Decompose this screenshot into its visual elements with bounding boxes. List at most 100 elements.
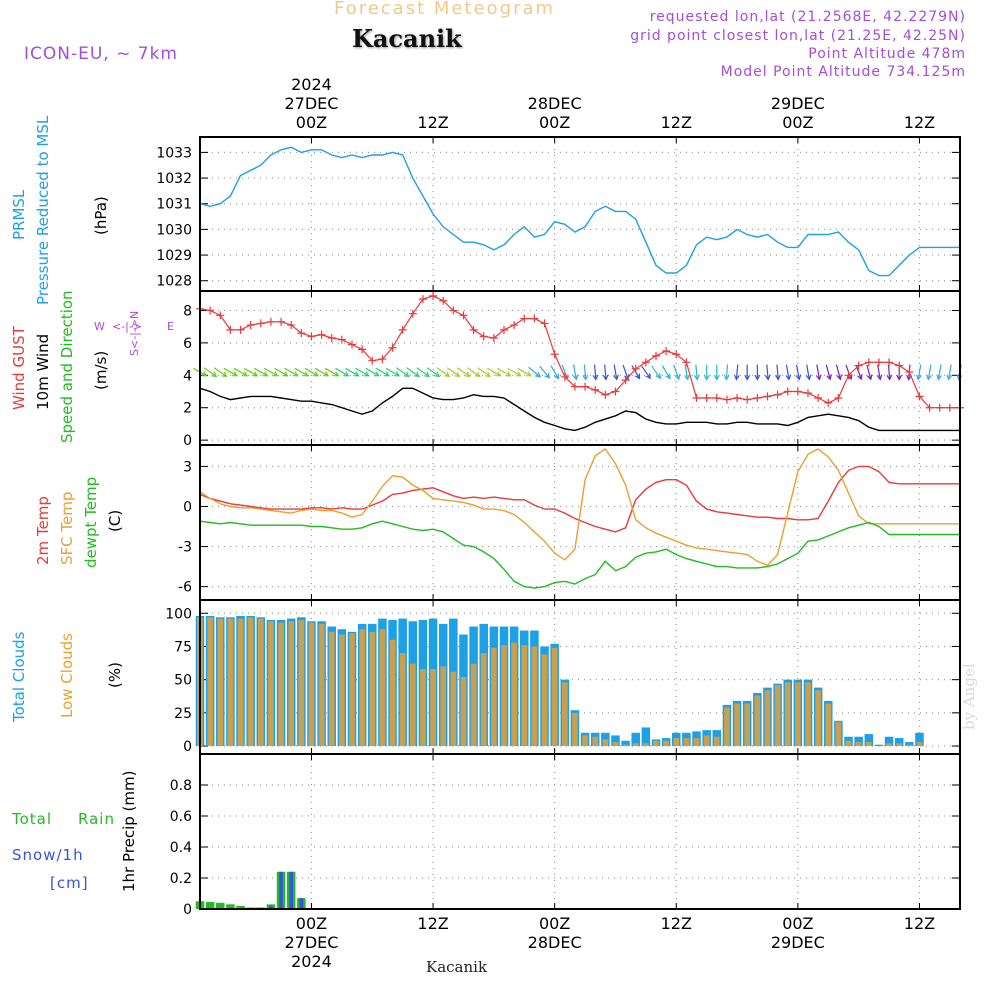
gust-marker xyxy=(824,398,833,407)
gust-marker xyxy=(611,387,620,396)
low-cloud-bar xyxy=(217,618,224,747)
wind-arrow-head xyxy=(684,374,690,381)
total-cloud-bar xyxy=(631,732,640,747)
wind-arrow-head xyxy=(363,371,370,377)
low-cloud-bar xyxy=(602,739,609,747)
gust-marker xyxy=(743,395,752,404)
low-cloud-bar xyxy=(430,669,436,747)
wind-arrow xyxy=(795,364,800,380)
gust-marker xyxy=(591,385,600,394)
gust-marker xyxy=(753,393,762,402)
gust-marker xyxy=(500,325,508,334)
wind-arrow-head xyxy=(655,373,662,380)
wind-arrow-head xyxy=(754,374,761,381)
low-cloud-bar xyxy=(247,617,254,747)
wind-arrow-head xyxy=(592,374,599,381)
low-cloud-bar xyxy=(764,690,771,747)
gust-marker xyxy=(783,387,792,396)
wind-arrow-head xyxy=(252,371,259,377)
wind-arrow-head xyxy=(242,371,249,377)
wind-arrow xyxy=(314,367,329,377)
wind-arrow-head xyxy=(282,371,289,377)
precip-total-bar xyxy=(226,904,235,909)
gust-marker xyxy=(905,368,914,377)
low-cloud-bar xyxy=(409,663,416,747)
point-altitude: Point Altitude 478m xyxy=(808,46,966,62)
precip-total-bar xyxy=(205,902,215,909)
gust-marker xyxy=(398,325,407,334)
wind-arrow xyxy=(243,367,258,377)
grid-point-coords: grid point closest lon,lat (21.25E, 42.2… xyxy=(630,28,966,44)
gust-marker xyxy=(429,291,438,300)
low-cloud-bar xyxy=(470,663,477,747)
total-cloud-bar xyxy=(854,736,863,747)
low-cloud-bar xyxy=(592,736,599,747)
wind-arrow-head xyxy=(211,371,218,378)
footer-location: Kacanik xyxy=(426,958,488,976)
gust-marker xyxy=(885,358,894,367)
chart-title: Forecast Meteogram xyxy=(334,0,556,19)
wind-arrow xyxy=(766,364,769,380)
gust-marker xyxy=(297,329,306,338)
gust-marker xyxy=(834,393,843,402)
low-cloud-bar xyxy=(886,743,892,747)
wind-arrow xyxy=(335,367,349,377)
gust-marker xyxy=(449,306,458,315)
time-tick-label: 29DEC xyxy=(770,933,825,952)
wind-arrow-head xyxy=(733,374,740,381)
panel-frame xyxy=(199,290,961,446)
low-cloud-bar xyxy=(288,621,295,747)
gust-marker xyxy=(216,311,225,320)
rain-label: Rain xyxy=(78,810,115,828)
wind-arrow xyxy=(264,367,278,377)
low-cloud-bar xyxy=(328,631,335,747)
wind-arrow-head xyxy=(302,371,309,377)
wind-arrow-head xyxy=(464,371,471,378)
low-cloud-bar xyxy=(906,744,913,747)
wind-arrow xyxy=(416,367,430,377)
y-tick-label: 1029 xyxy=(156,248,192,264)
time-tick-label: 00Z xyxy=(538,113,571,132)
wind-arrow xyxy=(355,367,369,377)
low-cloud-bar xyxy=(744,703,751,747)
low-cloud-bar xyxy=(551,647,558,747)
wind-arrow xyxy=(877,364,881,380)
time-tick-label: 12Z xyxy=(660,113,692,132)
wind-arrow-head xyxy=(292,371,299,377)
gust-marker xyxy=(652,351,660,360)
wind-arrow xyxy=(776,364,779,380)
snow-label: Snow/1h xyxy=(12,846,84,864)
compass-arrow: <-|-> xyxy=(112,320,143,333)
precip-snow-bar xyxy=(289,871,294,909)
wind-arrow xyxy=(324,367,339,377)
low-cloud-bar xyxy=(703,735,710,747)
wind-arrow-head xyxy=(343,371,350,377)
low-cloud-bar xyxy=(855,742,862,747)
gust-marker xyxy=(226,325,235,334)
wind-arrow xyxy=(927,364,932,380)
wind-arrow-head xyxy=(946,374,953,381)
precip-total-bar xyxy=(236,905,245,909)
time-tick-label: 2024 xyxy=(291,952,332,971)
wind-arrow xyxy=(223,367,238,377)
low-cloud-bar xyxy=(480,653,487,747)
time-tick-label: 12Z xyxy=(660,914,692,933)
low-cloud-bar xyxy=(420,669,426,747)
wind-arrow-head xyxy=(744,374,751,381)
gust-marker xyxy=(479,332,488,341)
y-tick-label: 1032 xyxy=(156,171,192,187)
wind-arrow xyxy=(550,365,559,379)
wind-arrow-head xyxy=(896,374,903,381)
panel-frame xyxy=(199,444,961,601)
wind-arrow-head xyxy=(703,374,710,381)
time-tick-label: 00Z xyxy=(538,914,571,933)
wind-arrow xyxy=(456,367,470,377)
low-cloud-bar xyxy=(632,743,639,747)
panel-frame xyxy=(199,753,961,910)
wind-arrow-head xyxy=(553,373,560,380)
low-cloud-bar xyxy=(491,647,497,747)
wind-arrow-head xyxy=(785,374,792,381)
low-cloud-bar xyxy=(268,621,274,747)
y-tick-label: 1033 xyxy=(156,145,192,161)
time-tick-label: 00Z xyxy=(295,914,328,933)
